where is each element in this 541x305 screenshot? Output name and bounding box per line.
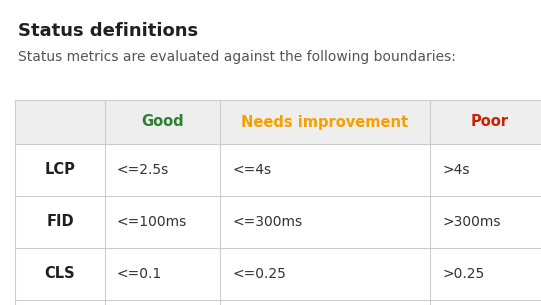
Bar: [15, 100, 541, 144]
Text: >300ms: >300ms: [442, 215, 500, 229]
Text: LCP: LCP: [44, 163, 75, 178]
Text: <=2.5s: <=2.5s: [117, 163, 169, 177]
Text: CLS: CLS: [45, 267, 75, 282]
Text: <=300ms: <=300ms: [232, 215, 302, 229]
Bar: [15, 196, 541, 248]
Bar: [15, 248, 541, 300]
Text: <=0.25: <=0.25: [232, 267, 286, 281]
Text: FID: FID: [46, 214, 74, 229]
Bar: [15, 144, 541, 196]
Text: Status metrics are evaluated against the following boundaries:: Status metrics are evaluated against the…: [18, 50, 456, 64]
Text: Needs improvement: Needs improvement: [241, 114, 408, 130]
Text: <=100ms: <=100ms: [117, 215, 187, 229]
Text: <=4s: <=4s: [232, 163, 271, 177]
Text: >4s: >4s: [442, 163, 470, 177]
Text: Poor: Poor: [471, 114, 509, 130]
Text: <=0.1: <=0.1: [117, 267, 162, 281]
Text: Good: Good: [141, 114, 184, 130]
Text: >0.25: >0.25: [442, 267, 484, 281]
Text: Status definitions: Status definitions: [18, 22, 198, 40]
